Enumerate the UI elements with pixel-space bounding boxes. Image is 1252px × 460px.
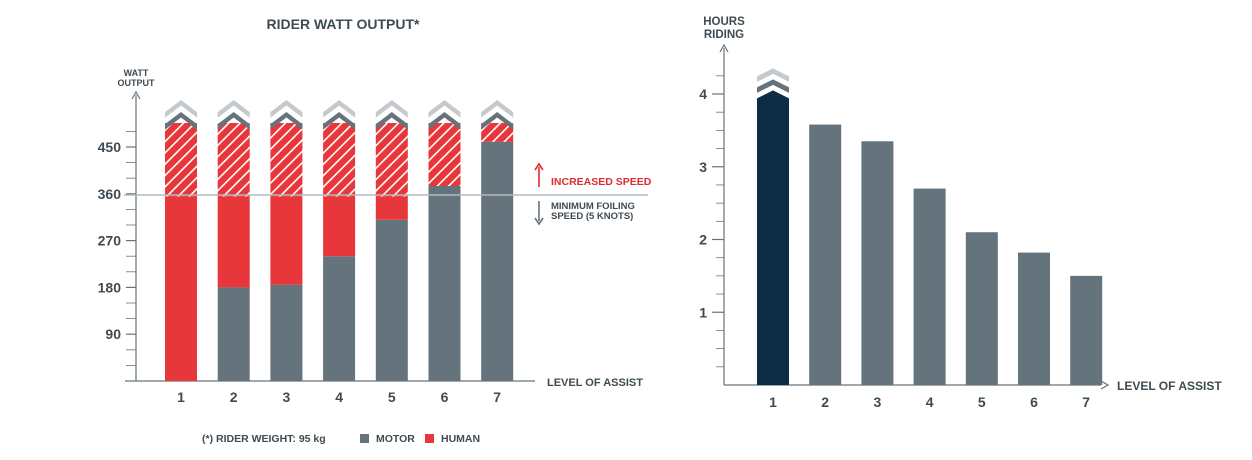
motor-bar xyxy=(270,284,303,381)
x-tick-label: 6 xyxy=(441,389,449,405)
increased-speed-hatch xyxy=(481,123,514,142)
y-tick-label: 360 xyxy=(98,186,122,202)
legend-label-human: HUMAN xyxy=(441,433,480,445)
chevron-icon xyxy=(481,100,514,118)
legend: (*) RIDER WEIGHT: 95 kg MOTOR HUMAN xyxy=(202,433,480,445)
hours-bar xyxy=(965,232,998,385)
x-tick-label: 7 xyxy=(493,389,501,405)
chevron-icon xyxy=(270,112,303,130)
chevron-icon xyxy=(428,100,461,118)
chevron-icon xyxy=(165,100,197,118)
increased-speed-hatch xyxy=(428,123,461,186)
threshold-arrows xyxy=(534,162,544,226)
x-tick-label: 3 xyxy=(283,389,291,405)
x-tick-label: 3 xyxy=(874,394,882,410)
hours-bar xyxy=(861,141,894,385)
hours-bar xyxy=(1018,252,1050,385)
y-axis-arrow-icon xyxy=(719,43,729,53)
human-bar xyxy=(323,196,356,257)
x-tick-label: 5 xyxy=(388,389,396,405)
y-tick-label: 270 xyxy=(98,233,122,249)
y-tick-label: 180 xyxy=(98,279,122,295)
x-tick-label: 4 xyxy=(926,394,934,410)
x-axis-arrow-icon xyxy=(1100,380,1110,390)
plot-area: 90 180 270 360 450 1 2 3 4 5 6 7 xyxy=(98,90,648,405)
increased-speed-hatch xyxy=(323,123,356,197)
motor-bar xyxy=(481,141,514,381)
human-bar xyxy=(165,196,197,381)
motor-bar xyxy=(375,219,408,381)
increased-speed-hatch xyxy=(375,123,408,197)
chevron-icon xyxy=(323,112,356,130)
legend-swatch-motor xyxy=(360,434,369,443)
x-tick-label: 1 xyxy=(769,394,777,410)
chevron-icon xyxy=(375,100,408,118)
x-tick-label: 7 xyxy=(1082,394,1090,410)
hours-bar xyxy=(1070,275,1103,385)
y-axis-label-line: RIDING xyxy=(704,29,744,41)
human-bar xyxy=(375,196,408,220)
down-arrow-head-icon xyxy=(534,217,544,226)
hours-bar xyxy=(913,188,946,385)
x-tick-label: 1 xyxy=(177,389,185,405)
hours-bar xyxy=(757,90,789,386)
y-axis-label-line: HOURS xyxy=(703,16,745,28)
y-axis-label-line: WATT xyxy=(124,68,149,78)
human-bar xyxy=(217,196,250,288)
chevron-icon xyxy=(757,79,789,93)
legend-label-motor: MOTOR xyxy=(376,433,415,445)
chevron-icon xyxy=(375,112,408,130)
increased-speed-hatch xyxy=(217,123,250,197)
legend-swatch-human xyxy=(425,434,434,443)
up-arrow-head-icon xyxy=(534,162,544,171)
y-tick-label: 1 xyxy=(699,304,707,320)
human-bar xyxy=(270,196,303,285)
y-axis-label-line: OUTPUT xyxy=(118,78,156,88)
motor-bar xyxy=(428,186,461,381)
chevron-icon xyxy=(217,112,250,130)
chevron-icon xyxy=(428,112,461,130)
x-tick-label: 5 xyxy=(978,394,986,410)
chevron-icon xyxy=(481,112,514,130)
y-tick-label: 3 xyxy=(699,159,707,175)
increased-speed-hatch xyxy=(270,123,303,197)
chevron-icon xyxy=(165,112,197,130)
x-tick-label: 2 xyxy=(821,394,829,410)
y-tick-label: 90 xyxy=(105,326,121,342)
motor-bar xyxy=(217,287,250,381)
increased-speed-label: INCREASED SPEED xyxy=(551,176,652,188)
x-tick-label: 4 xyxy=(335,389,343,405)
chevron-icon xyxy=(323,100,356,118)
chart-title: RIDER WATT OUTPUT* xyxy=(267,16,421,32)
y-tick-label: 2 xyxy=(699,232,707,248)
overflow-chevrons xyxy=(757,68,789,93)
x-tick-label: 2 xyxy=(230,389,238,405)
minimum-foiling-speed-line-text: MINIMUM FOILING xyxy=(551,201,635,212)
plot-area: 1 2 3 4 1 2 3 4 5 6 7 xyxy=(699,43,1110,410)
y-tick-label: 4 xyxy=(699,86,707,102)
footnote: (*) RIDER WEIGHT: 95 kg xyxy=(202,433,326,445)
chevron-icon xyxy=(217,100,250,118)
motor-bar xyxy=(323,256,356,381)
x-axis-label: LEVEL OF ASSIST xyxy=(1117,379,1222,393)
hours-bar xyxy=(809,124,842,386)
chevron-icon xyxy=(270,100,303,118)
x-axis-label: LEVEL OF ASSIST xyxy=(547,377,643,389)
y-tick-label: 450 xyxy=(98,139,122,155)
x-tick-label: 6 xyxy=(1030,394,1038,410)
increased-speed-hatch xyxy=(165,123,197,197)
minimum-foiling-speed-line-text: SPEED (5 KNOTS) xyxy=(551,211,633,222)
chevron-icon xyxy=(757,68,789,82)
y-axis-arrow-icon xyxy=(131,90,141,100)
